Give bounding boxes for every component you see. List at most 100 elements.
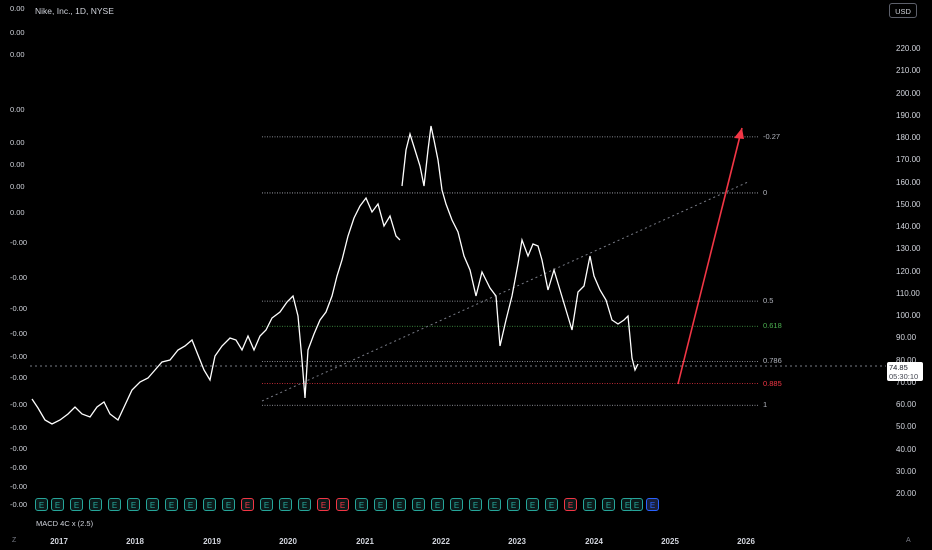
earnings-marker[interactable]: E xyxy=(412,498,425,511)
symbol-title[interactable]: Nike, Inc., 1D, NYSE xyxy=(35,6,114,16)
left-axis-label: -0.00 xyxy=(10,482,28,491)
right-axis-label: 200.00 xyxy=(896,88,921,98)
right-axis-label: 60.00 xyxy=(896,400,917,409)
bar-countdown: 05:30:10 xyxy=(889,372,919,381)
projection-arrow xyxy=(677,127,743,385)
left-axis-label: -0.00 xyxy=(10,238,28,247)
earnings-marker[interactable]: E xyxy=(545,498,558,511)
earnings-marker[interactable]: E xyxy=(602,498,615,511)
right-axis-label: 90.00 xyxy=(896,333,917,343)
projection-arrowhead xyxy=(734,128,744,139)
timezone-icon[interactable]: Z xyxy=(12,537,17,544)
earnings-marker[interactable]: E xyxy=(526,498,539,511)
earnings-marker[interactable]: E xyxy=(374,498,387,511)
right-axis-label: 20.00 xyxy=(896,489,917,498)
fib-level-label: 0.885 xyxy=(763,378,782,388)
earnings-marker[interactable]: E xyxy=(630,498,643,511)
fib-level-label: -0.27 xyxy=(763,131,781,141)
earnings-marker[interactable]: E xyxy=(89,498,102,511)
earnings-marker[interactable]: E xyxy=(279,498,292,511)
fib-retracement[interactable] xyxy=(262,136,758,406)
left-axis-label: -0.00 xyxy=(10,304,28,313)
price-series-recent xyxy=(401,125,639,372)
earnings-marker[interactable]: E xyxy=(298,498,311,511)
earnings-marker[interactable]: E xyxy=(203,498,216,511)
right-axis-label: 180.00 xyxy=(896,133,921,142)
left-axis-label: -0.00 xyxy=(10,423,28,432)
earnings-marker[interactable]: E xyxy=(35,498,48,511)
year-label: 2023 xyxy=(508,537,526,546)
earnings-marker[interactable]: E xyxy=(646,498,659,511)
fib-level-label: 0 xyxy=(763,187,768,197)
earnings-marker[interactable]: E xyxy=(564,498,577,511)
earnings-marker[interactable]: E xyxy=(450,498,463,511)
left-axis-label: 0.00 xyxy=(10,28,25,37)
left-price-axis[interactable]: 0.00 0.00 0.00 0.00 0.00 0.00 0.00 0.00 -0.00 -0.… xyxy=(0,0,30,520)
earnings-marker[interactable]: E xyxy=(165,498,178,511)
last-price-value: 74.85 xyxy=(889,363,908,372)
left-axis-label: 0.00 xyxy=(10,50,25,59)
right-axis-label: 210.00 xyxy=(896,66,921,76)
earnings-marker[interactable]: E xyxy=(260,498,273,511)
auto-scale-icon[interactable]: A xyxy=(906,537,911,544)
right-axis-label: 110.00 xyxy=(896,288,920,298)
year-label: 2017 xyxy=(50,537,68,546)
left-axis-label: 0.00 xyxy=(10,182,25,191)
year-label: 2022 xyxy=(432,537,450,546)
left-axis-label: -0.00 xyxy=(10,329,28,338)
indicator-label[interactable]: MACD 4C x (2.5) xyxy=(36,519,94,528)
earnings-marker[interactable]: E xyxy=(51,498,64,511)
right-axis-label: 190.00 xyxy=(896,110,921,120)
fib-level-label: 1 xyxy=(763,400,768,410)
left-axis-label: 0.00 xyxy=(10,105,25,114)
earnings-marker[interactable]: E xyxy=(583,498,596,511)
earnings-marker[interactable]: E xyxy=(336,498,349,511)
earnings-marker[interactable]: E xyxy=(70,498,83,511)
left-axis-label: -0.00 xyxy=(10,373,28,382)
left-axis-label: 0.00 xyxy=(10,4,25,13)
right-axis-label: 50.00 xyxy=(896,422,917,432)
year-label: 2020 xyxy=(279,537,297,546)
left-axis-label: 0.00 xyxy=(10,138,25,147)
right-axis-label: 220.00 xyxy=(896,44,921,53)
earnings-marker[interactable]: E xyxy=(317,498,330,511)
left-axis-label: 0.00 xyxy=(10,160,25,169)
right-axis-label: 40.00 xyxy=(896,444,917,454)
year-label: 2025 xyxy=(661,537,679,546)
price-series xyxy=(31,196,401,425)
earnings-marker[interactable]: E xyxy=(241,498,254,511)
right-axis-label: 120.00 xyxy=(896,266,921,276)
earnings-marker[interactable]: E xyxy=(488,498,501,511)
time-axis[interactable]: Z A 2017 2018 2019 2020 2021 2022 2023 2024 2025… xyxy=(0,532,932,550)
left-axis-label: -0.00 xyxy=(10,444,28,453)
right-price-axis[interactable]: 220.00 210.00 200.00 190.00 180.00 170.00 160.… xyxy=(886,0,932,520)
right-axis-label: 160.00 xyxy=(896,177,921,187)
left-axis-label: -0.00 xyxy=(10,500,28,509)
right-axis-label: 80.00 xyxy=(896,355,917,365)
fib-level-label: 0.5 xyxy=(763,296,774,306)
currency-button[interactable]: USD xyxy=(889,3,917,18)
fib-trend-line xyxy=(261,181,749,402)
earnings-marker[interactable]: E xyxy=(146,498,159,511)
earnings-marker[interactable]: E xyxy=(355,498,368,511)
fib-level-label: 0.786 xyxy=(763,356,782,366)
right-axis-label: 140.00 xyxy=(896,222,921,231)
right-axis-label: 130.00 xyxy=(896,244,921,254)
earnings-marker[interactable]: E xyxy=(222,498,235,511)
earnings-marker[interactable]: E xyxy=(108,498,121,511)
earnings-marker[interactable]: E xyxy=(469,498,482,511)
year-label: 2019 xyxy=(203,537,221,546)
earnings-marker[interactable]: E xyxy=(127,498,140,511)
earnings-marker[interactable]: E xyxy=(184,498,197,511)
right-axis-label: 70.00 xyxy=(896,377,917,387)
fib-level-label: 0.618 xyxy=(763,321,782,331)
year-label: 2018 xyxy=(126,537,144,546)
left-axis-label: -0.00 xyxy=(10,273,28,282)
earnings-marker[interactable]: E xyxy=(431,498,444,511)
earnings-marker[interactable]: E xyxy=(393,498,406,511)
right-axis-label: 150.00 xyxy=(896,199,921,209)
earnings-marker[interactable]: E xyxy=(507,498,520,511)
left-axis-label: 0.00 xyxy=(10,208,25,217)
last-price-tag: 74.85 05:30:10 xyxy=(887,362,923,381)
